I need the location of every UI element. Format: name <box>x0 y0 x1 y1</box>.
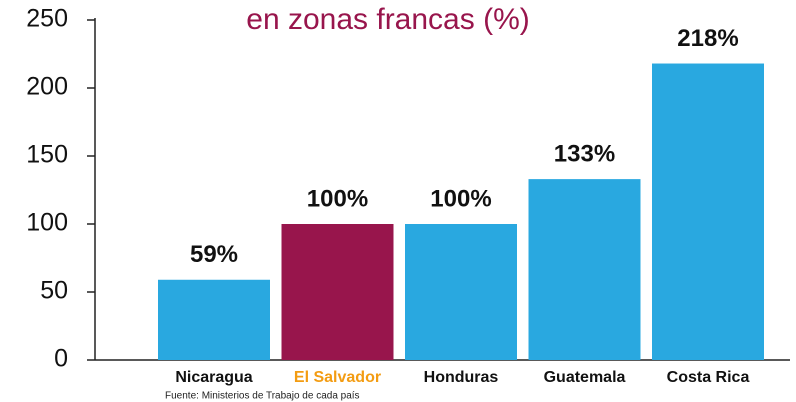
value-label: 59% <box>190 241 238 268</box>
source-note: Fuente: Ministerios de Trabajo de cada p… <box>165 391 360 402</box>
x-tick-label: Honduras <box>424 369 499 386</box>
y-tick-label: 250 <box>26 5 68 33</box>
value-label: 218% <box>677 25 738 52</box>
y-tick-label: 100 <box>26 209 68 237</box>
chart-title: en zonas francas (%) <box>246 3 529 36</box>
y-tick-label: 200 <box>26 73 68 101</box>
bar <box>652 63 764 361</box>
x-tick-label: Nicaragua <box>175 369 252 386</box>
x-tick-label: El Salvador <box>294 369 381 386</box>
value-label: 100% <box>307 185 368 212</box>
y-tick-label: 0 <box>54 345 68 373</box>
bar <box>405 224 517 360</box>
value-label: 100% <box>430 185 491 212</box>
y-tick-label: 50 <box>40 277 68 305</box>
bar <box>158 279 270 360</box>
bar <box>528 179 641 360</box>
bar <box>281 224 394 360</box>
x-tick-label: Guatemala <box>544 369 626 386</box>
x-tick-label: Costa Rica <box>667 369 750 386</box>
value-label: 133% <box>554 140 615 167</box>
y-tick-label: 150 <box>26 141 68 169</box>
